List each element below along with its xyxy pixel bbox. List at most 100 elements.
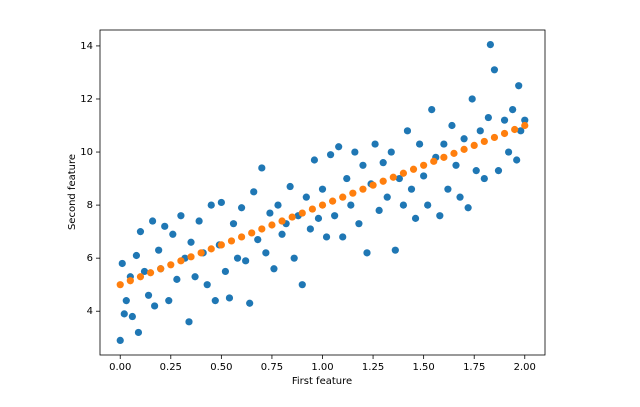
scatter-point <box>420 161 428 169</box>
scatter-point <box>314 214 323 222</box>
scatter-point <box>157 265 165 273</box>
scatter-point <box>203 281 211 289</box>
scatter-point <box>134 328 143 337</box>
scatter-point <box>513 156 521 164</box>
scatter-point <box>464 204 472 212</box>
scatter-point <box>116 281 124 289</box>
x-tick-label: 0.25 <box>160 362 182 373</box>
scatter-point <box>116 336 124 345</box>
scatter-point <box>227 237 236 245</box>
scatter-point <box>403 127 412 135</box>
scatter-point <box>140 267 149 276</box>
scatter-point <box>262 249 270 257</box>
scatter-point <box>120 310 128 318</box>
scatter-point <box>155 246 163 254</box>
scatter-point <box>470 141 478 150</box>
scatter-point <box>177 212 185 220</box>
scatter-point <box>187 238 195 246</box>
scatter-point <box>448 121 456 130</box>
x-tick-label: 2.00 <box>514 362 536 373</box>
scatter-point <box>371 140 379 148</box>
scatter-point <box>169 230 177 238</box>
scatter-point <box>242 257 250 265</box>
scatter-point <box>118 259 126 268</box>
y-tick-label: 14 <box>80 41 93 52</box>
scatter-point <box>444 185 452 193</box>
y-tick-label: 8 <box>87 200 93 211</box>
scatter-point <box>452 161 460 169</box>
scatter-point <box>136 273 145 281</box>
scatter-point <box>302 193 310 201</box>
scatter-point <box>363 249 371 257</box>
y-tick-label: 6 <box>87 253 93 264</box>
scatter-point <box>430 157 438 165</box>
scatter-point <box>258 164 266 172</box>
scatter-point <box>225 294 234 302</box>
scatter-point <box>480 137 488 146</box>
scatter-point <box>165 297 173 305</box>
scatter-point <box>270 265 278 273</box>
scatter-point <box>500 129 509 138</box>
scatter-point <box>515 82 523 90</box>
scatter-point <box>511 125 519 134</box>
scatter-point <box>399 169 408 177</box>
scatter-point <box>128 312 136 321</box>
scatter-point <box>335 143 343 151</box>
scatter-point <box>151 302 159 310</box>
scatter-point <box>185 318 193 326</box>
scatter-point <box>268 221 276 229</box>
scatter-point <box>339 193 347 201</box>
scatter-point <box>191 273 199 281</box>
scatter-point <box>415 140 424 148</box>
scatter-point <box>254 235 262 244</box>
y-tick-label: 12 <box>80 94 93 105</box>
scatter-point <box>331 212 339 220</box>
scatter-point <box>517 127 525 135</box>
scatter-point <box>460 145 468 153</box>
scatter-point <box>187 253 195 261</box>
scatter-point <box>440 153 448 161</box>
scatter-point <box>248 229 256 237</box>
scatter-point <box>395 174 403 183</box>
x-tick-label: 1.75 <box>463 362 485 373</box>
x-tick-label: 1.00 <box>311 362 333 373</box>
scatter-point <box>274 201 282 209</box>
scatter-point <box>298 209 306 217</box>
y-tick-label: 4 <box>87 306 93 317</box>
scatter-point <box>460 135 468 143</box>
scatter-point <box>440 140 448 148</box>
scatter-point <box>343 174 351 183</box>
x-tick-label: 0.50 <box>210 362 232 373</box>
y-axis-label: Second feature <box>67 154 78 230</box>
scatter-point <box>347 201 355 209</box>
scatter-point <box>288 213 296 221</box>
scatter-point <box>207 201 215 209</box>
scatter-point <box>233 254 242 262</box>
scatter-point <box>500 116 509 124</box>
scatter-point <box>504 148 513 156</box>
scatter-point <box>424 201 432 209</box>
x-tick-label: 0.75 <box>261 362 283 373</box>
scatter-point <box>480 174 488 183</box>
scatter-point <box>359 161 367 169</box>
x-tick-label: 1.25 <box>362 362 384 373</box>
scatter-point <box>399 201 408 209</box>
scatter-point <box>359 185 367 193</box>
scatter-point <box>229 220 238 228</box>
scatter-point <box>161 222 169 230</box>
scatter-point <box>387 148 395 156</box>
scatter-point <box>375 206 383 215</box>
x-tick-label: 0.00 <box>109 362 131 373</box>
scatter-point <box>355 220 363 228</box>
scatter-point <box>369 181 377 189</box>
scatter-point <box>521 121 529 130</box>
scatter-point <box>494 167 503 175</box>
scatter-point <box>379 177 387 185</box>
scatter-point <box>258 225 266 233</box>
y-tick-label: 10 <box>80 147 93 158</box>
scatter-point <box>298 281 306 289</box>
scatter-point <box>148 217 157 225</box>
scatter-point <box>278 230 286 238</box>
scatter-point <box>197 249 205 257</box>
scatter-point <box>351 148 359 156</box>
